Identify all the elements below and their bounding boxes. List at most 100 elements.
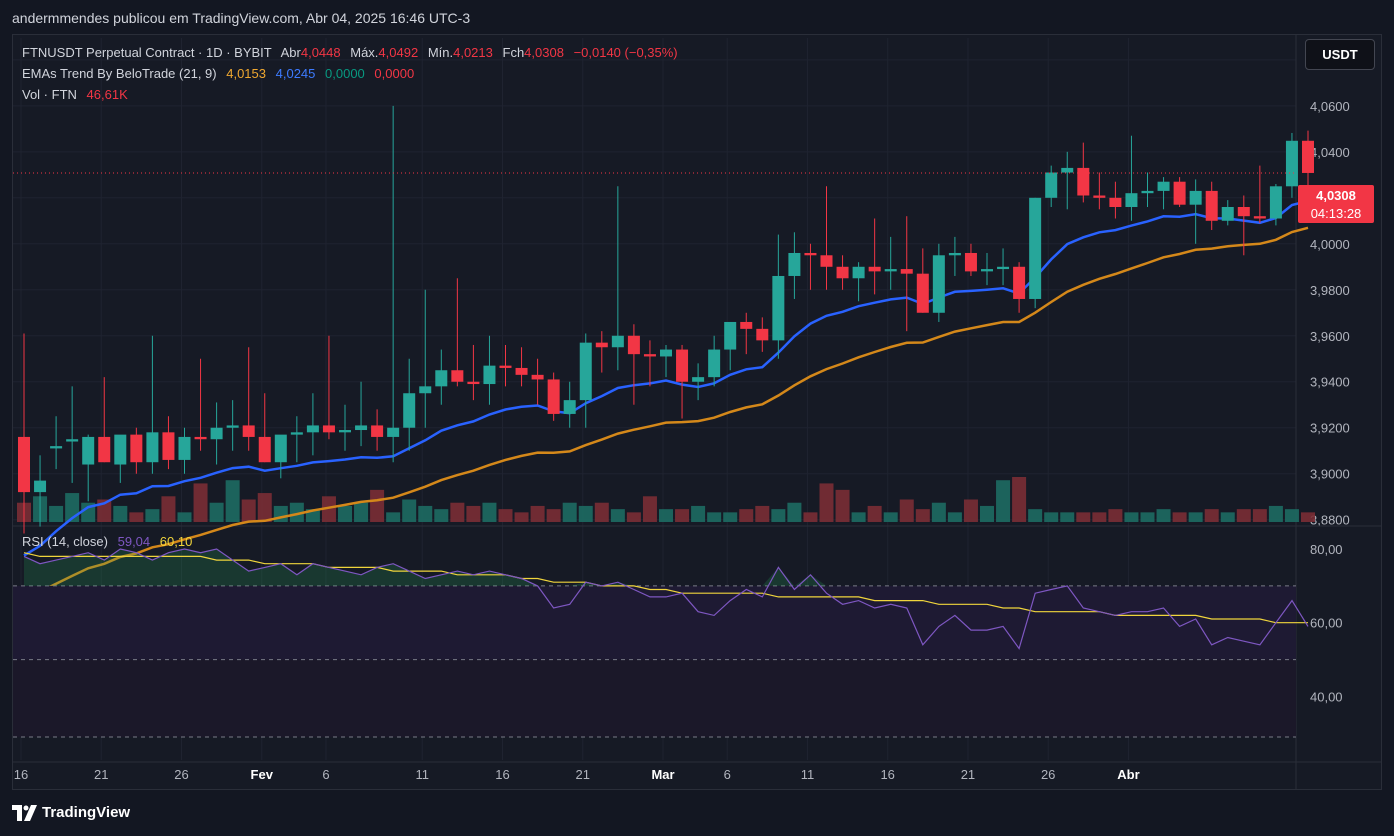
candle-body (66, 439, 79, 442)
volume-bar (113, 505, 128, 522)
candle-body (981, 269, 993, 272)
time-tick-label: 26 (1041, 767, 1055, 782)
candle-body (499, 365, 512, 368)
candle-body (1077, 167, 1090, 196)
candle-body (1205, 190, 1218, 221)
candle-body (547, 379, 560, 414)
candle-body (740, 321, 753, 329)
high-label: Máx. (350, 45, 379, 60)
last-price-value: 4,0308 (1316, 188, 1356, 203)
candle-body (435, 370, 448, 387)
candle-body (290, 432, 303, 435)
volume-bar (835, 489, 850, 522)
candle-body (868, 266, 881, 272)
volume-bar (675, 509, 690, 522)
volume-bar (225, 480, 240, 522)
candle-body (194, 436, 207, 440)
ema-legend: EMAs Trend By BeloTrade (21, 9) 4,0153 4… (22, 66, 420, 81)
volume-name[interactable]: Vol · FTN (22, 87, 77, 102)
price-tick-label: 3,9800 (1310, 283, 1350, 298)
candle-body (627, 335, 640, 355)
volume-bar (482, 502, 497, 522)
time-tick-label: Fev (251, 767, 274, 782)
symbol-name[interactable]: FTNUSDT Perpetual Contract · 1D · BYBIT (22, 45, 272, 60)
volume-bar (1268, 505, 1283, 522)
rsi-value: 59,04 (117, 534, 151, 549)
candle-body (788, 252, 801, 276)
candle-body (708, 349, 721, 378)
ema-value-up: 0,0000 (325, 66, 365, 81)
volume-bar (1076, 512, 1091, 522)
candle-body (676, 349, 689, 382)
candle-body (387, 427, 400, 437)
rsi-lower-zone (13, 659, 1296, 737)
volume-bar (1301, 512, 1315, 522)
volume-bar (899, 499, 914, 522)
price-tick-label: 3,9400 (1310, 375, 1350, 390)
candle-body (226, 425, 239, 428)
candle-body (884, 269, 897, 272)
volume-bar (1108, 509, 1123, 522)
volume-bar (626, 512, 641, 522)
candle-body (900, 269, 913, 274)
volume-bar (1284, 509, 1299, 522)
ema-name[interactable]: EMAs Trend By BeloTrade (21, 9) (22, 66, 217, 81)
candle-body (467, 381, 480, 385)
candle-body (1045, 172, 1058, 198)
candle-body (98, 436, 111, 463)
close-value: 4,0308 (524, 45, 564, 60)
candle-body (1221, 206, 1234, 221)
volume-bar (803, 512, 818, 522)
volume-bar (723, 512, 738, 522)
volume-bar (562, 502, 577, 522)
volume-bar (321, 496, 336, 522)
time-tick-label: 26 (174, 767, 188, 782)
candle-body (1173, 181, 1186, 205)
volume-bar (1140, 512, 1155, 522)
volume-bar (642, 496, 657, 522)
volume-bar (578, 505, 593, 522)
candle-countdown: 04:13:28 (1310, 206, 1362, 221)
volume-bar (707, 512, 722, 522)
volume-bar (739, 509, 754, 522)
candle-body (692, 377, 705, 382)
candle-body (595, 342, 608, 348)
candle-body (579, 342, 592, 401)
volume-bar (691, 505, 706, 522)
volume-bar (546, 509, 561, 522)
time-tick-label: 6 (322, 767, 329, 782)
candle-body (1029, 197, 1042, 299)
candle-body (451, 370, 464, 382)
publisher-line: andermmendes publicou em TradingView.com… (12, 10, 471, 26)
candle-body (483, 365, 496, 385)
candle-body (1269, 186, 1282, 219)
time-tick-label: 21 (961, 767, 975, 782)
rsi-name[interactable]: RSI (14, close) (22, 534, 108, 549)
volume-bar (1012, 477, 1027, 522)
volume-bar (1172, 512, 1187, 522)
volume-bar (386, 512, 401, 522)
candle-body (1237, 206, 1250, 217)
candle-body (1093, 195, 1106, 198)
volume-bar (1252, 509, 1267, 522)
candle-body (948, 252, 961, 256)
rsi-ma-line (23, 552, 1308, 624)
candle-body (146, 432, 159, 463)
candle-body (50, 446, 63, 449)
price-tick-label: 3,9000 (1310, 467, 1350, 482)
volume-bar (1060, 512, 1075, 522)
candle-body (339, 430, 351, 433)
ema-value-fast: 4,0245 (275, 66, 316, 81)
volume-bar (1156, 509, 1171, 522)
volume-bar (1188, 512, 1203, 522)
volume-bar (177, 512, 192, 522)
volume-bar (1044, 512, 1059, 522)
currency-button[interactable]: USDT (1305, 39, 1375, 70)
volume-bar (145, 509, 160, 522)
volume-bar (771, 509, 786, 522)
candle-body (563, 400, 576, 414)
time-tick-label: 16 (495, 767, 509, 782)
volume-bar (530, 505, 545, 522)
volume-bar (1124, 512, 1139, 522)
